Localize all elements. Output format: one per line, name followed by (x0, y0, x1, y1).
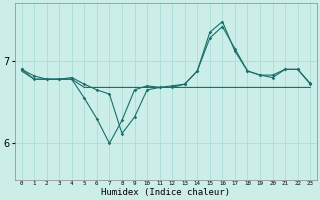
X-axis label: Humidex (Indice chaleur): Humidex (Indice chaleur) (101, 188, 230, 197)
